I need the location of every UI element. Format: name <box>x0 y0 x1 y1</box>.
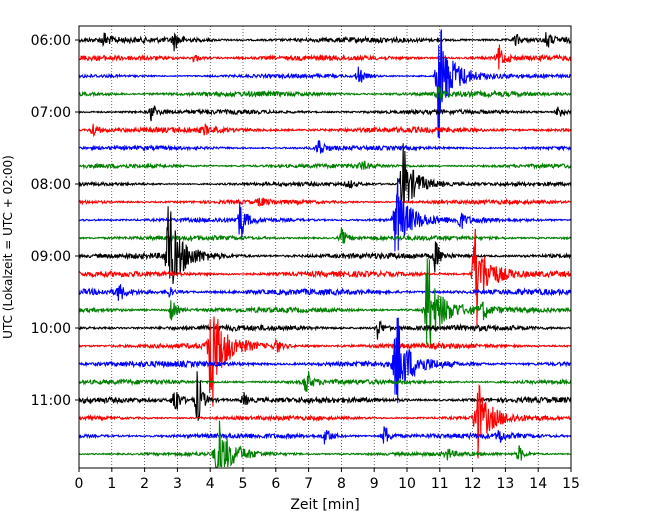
x-tick-label: 8 <box>337 476 346 492</box>
trace-0600 <box>78 32 572 52</box>
y-tick-label: 10:00 <box>31 321 71 337</box>
traces <box>78 29 572 468</box>
trace-1145 <box>78 420 572 468</box>
trace-1030 <box>78 317 572 404</box>
trace-1000 <box>78 320 572 340</box>
x-tick-label: 12 <box>464 476 482 492</box>
trace-1045 <box>78 371 572 392</box>
x-tick-label: 6 <box>271 476 280 492</box>
trace-0900 <box>78 206 572 284</box>
plot-frame <box>78 25 572 469</box>
x-tick-label: 3 <box>173 476 182 492</box>
trace-1015 <box>78 316 572 407</box>
y-tick-label: 06:00 <box>31 33 71 49</box>
y-axis-label: UTC (Lokalzeit = UTC + 02:00) <box>1 155 15 339</box>
trace-0845 <box>78 227 572 244</box>
trace-0945 <box>78 258 572 348</box>
x-tick-label: 10 <box>398 476 416 492</box>
x-tick-label: 2 <box>140 476 149 492</box>
y-tick-label: 11:00 <box>31 393 71 409</box>
trace-1100 <box>78 371 572 421</box>
x-tick-label: 7 <box>304 476 313 492</box>
trace-0615 <box>78 44 572 70</box>
y-tick-label: 09:00 <box>31 249 71 265</box>
y-tick-label: 08:00 <box>31 177 71 193</box>
trace-0745 <box>78 160 572 171</box>
trace-0915 <box>78 228 572 326</box>
trace-0700 <box>78 105 572 122</box>
x-tick-label: 5 <box>239 476 248 492</box>
x-tick-label: 15 <box>562 476 580 492</box>
y-axis: 06:00 07:00 08:00 09:00 10:00 11:00 <box>31 33 79 409</box>
x-tick-label: 11 <box>431 476 449 492</box>
trace-0815 <box>78 197 572 208</box>
trace-0830 <box>78 177 572 252</box>
x-tick-label: 0 <box>75 476 84 492</box>
trace-0645 <box>78 86 572 101</box>
x-tick-label: 4 <box>206 476 215 492</box>
x-axis-label: Zeit [min] <box>290 497 359 513</box>
trace-0715 <box>78 123 572 138</box>
x-tick-label: 13 <box>496 476 514 492</box>
trace-1130 <box>78 426 572 445</box>
x-tick-label: 14 <box>529 476 547 492</box>
trace-1115 <box>78 384 572 459</box>
trace-0630 <box>78 29 572 139</box>
x-tick-label: 1 <box>107 476 116 492</box>
trace-0730 <box>78 140 572 154</box>
y-tick-label: 07:00 <box>31 105 71 121</box>
x-tick-label: 9 <box>370 476 379 492</box>
trace-0930 <box>78 284 572 301</box>
trace-0800 <box>78 143 572 205</box>
x-axis: 0 1 2 3 4 5 6 7 8 9 10 11 12 13 14 15 <box>75 468 580 492</box>
